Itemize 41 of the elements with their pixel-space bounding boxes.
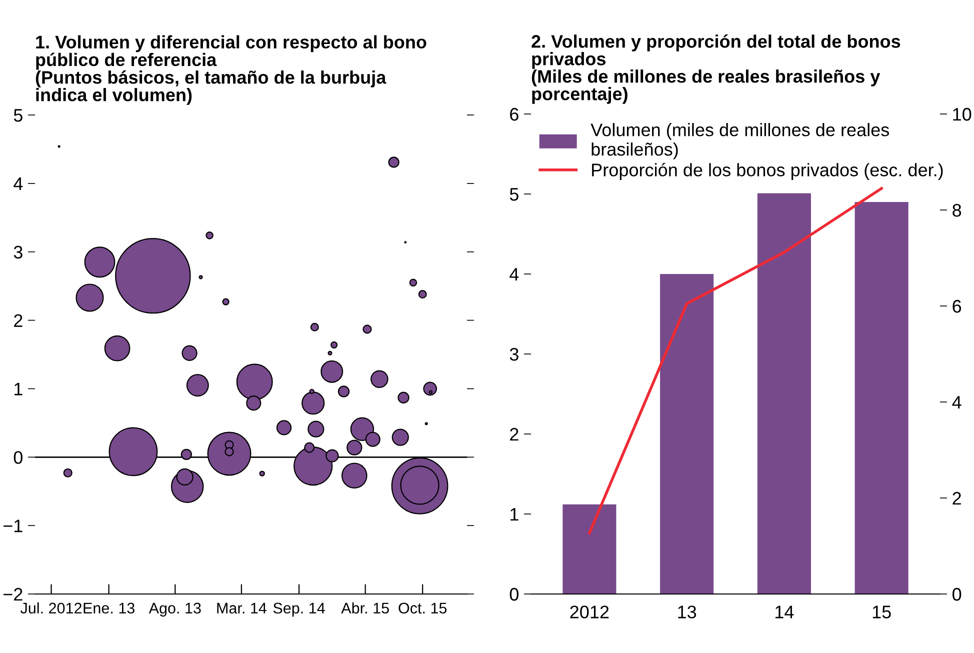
x-tick-label: Ene. 13 [84, 602, 134, 614]
y2-tick-label: 0 [952, 588, 962, 601]
x-tick-label: Mar. 14 [217, 602, 266, 614]
y2-tick-label: 2 [952, 492, 961, 505]
x-tick-label: Ago. 13 [148, 602, 201, 617]
y-tick-label: 3 [510, 348, 518, 361]
y-tick-label: 5 [510, 188, 518, 201]
chart-title: 2. Volumen y proporción del total de bonos privados (Miles de millones de reales brasileños y porcentaje) [532, 34, 900, 104]
y2-tick-label: 8 [952, 204, 962, 217]
y-tick-label: 6 [510, 108, 518, 121]
x-tick-label: Oct. 15 [398, 602, 447, 614]
y-tick-label: 0 [14, 451, 22, 464]
y-tick-label: 0 [510, 588, 518, 601]
y-tick-label: 2 [14, 314, 22, 327]
x-tick-label: 15 [872, 606, 891, 618]
y-tick-label: −2 [4, 588, 22, 601]
x-tick-label: Abr. 15 [341, 602, 389, 614]
y-tick-label: 2 [510, 428, 518, 441]
y2-tick-label: 4 [952, 396, 962, 409]
legend-label: Volumen (miles de millones de reales brasileños) [590, 123, 889, 160]
bar [660, 274, 714, 594]
bar [562, 504, 616, 594]
legend-label: Proporción de los bonos privados (esc. der.) [592, 162, 943, 180]
y-tick-label: 4 [14, 178, 23, 190]
x-tick-label: Jul. 2012 [20, 602, 82, 614]
chart-title: 1. Volumen y diferencial con respecto al bono público de referencia (Puntos básicos, el tamaño de la burbuja indica el volumen) [36, 35, 426, 105]
y-tick-label: 4 [510, 268, 519, 281]
y-tick-label: 1 [14, 382, 22, 396]
y-tick-label: 5 [14, 109, 22, 122]
x-tick-label: Sep. 14 [273, 602, 325, 617]
x-tick-label: 2012 [570, 606, 609, 618]
x-tick-label: 13 [678, 606, 696, 618]
x-tick-label: 14 [776, 606, 794, 618]
y2-tick-label: 6 [952, 300, 962, 313]
y-tick-label: 1 [510, 508, 518, 521]
y-tick-label: 3 [14, 246, 22, 259]
y-tick-label: −1 [4, 520, 22, 532]
line-series [588, 187, 883, 534]
bar [757, 193, 811, 594]
y2-tick-label: 10 [953, 108, 972, 121]
bar [854, 202, 908, 594]
